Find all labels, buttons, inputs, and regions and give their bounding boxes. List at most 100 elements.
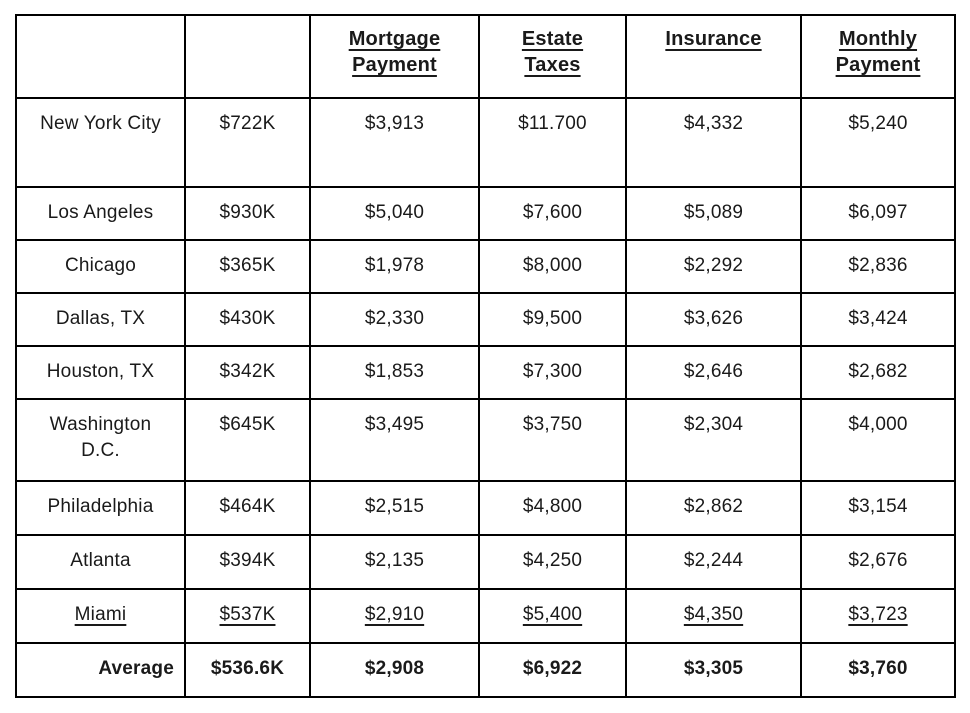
average-label-cell: Average bbox=[15, 642, 186, 698]
estate-taxes-cell: $6,922 bbox=[478, 642, 627, 698]
insurance-average: $3,305 bbox=[683, 658, 744, 679]
city-name: Atlanta bbox=[70, 550, 131, 571]
monthly-payment-value: $2,682 bbox=[848, 361, 908, 382]
header-cell-mortgage-payment: Mortgage Payment bbox=[309, 14, 480, 99]
insurance-value: $4,332 bbox=[683, 113, 744, 134]
average-label: Average bbox=[98, 658, 174, 679]
monthly-payment-value: $3,723 bbox=[848, 604, 908, 625]
header-insurance-label: Insurance bbox=[665, 28, 762, 50]
table-row-chicago: Chicago $365K $1,978 $8,000 $2,292 $2,83… bbox=[15, 239, 956, 294]
monthly-payment-cell: $3,424 bbox=[800, 292, 956, 347]
home-price-cell: $645K bbox=[184, 398, 311, 482]
city-cell: Atlanta bbox=[15, 534, 186, 590]
estate-taxes-value: $7,600 bbox=[522, 202, 583, 223]
insurance-cell: $2,304 bbox=[625, 398, 802, 482]
header-row: Mortgage Payment Estate Taxes Insurance … bbox=[15, 14, 956, 99]
estate-taxes-cell: $4,800 bbox=[478, 480, 627, 536]
table-row-average: Average $536.6K $2,908 $6,922 $3,305 $3,… bbox=[15, 642, 956, 698]
home-price-cell: $430K bbox=[184, 292, 311, 347]
home-price-cell: $537K bbox=[184, 588, 311, 644]
home-price-value: $464K bbox=[219, 496, 276, 517]
insurance-cell: $2,646 bbox=[625, 345, 802, 400]
header-mortgage-label: Mortgage Payment bbox=[348, 28, 441, 76]
insurance-cell: $4,350 bbox=[625, 588, 802, 644]
home-price-value: $930K bbox=[219, 202, 276, 223]
city-name: Los Angeles bbox=[47, 202, 154, 223]
insurance-value: $2,646 bbox=[683, 361, 744, 382]
table-row-houston-tx: Houston, TX $342K $1,853 $7,300 $2,646 $… bbox=[15, 345, 956, 400]
estate-taxes-value: $8,000 bbox=[522, 255, 583, 276]
city-cell: Houston, TX bbox=[15, 345, 186, 400]
estate-taxes-cell: $9,500 bbox=[478, 292, 627, 347]
mortgage-payment-value: $1,853 bbox=[364, 361, 425, 382]
insurance-value: $2,244 bbox=[683, 550, 744, 571]
table-row-atlanta: Atlanta $394K $2,135 $4,250 $2,244 $2,67… bbox=[15, 534, 956, 590]
mortgage-payment-value: $5,040 bbox=[364, 202, 425, 223]
home-price-value: $645K bbox=[219, 414, 276, 435]
home-price-cell: $536.6K bbox=[184, 642, 311, 698]
mortgage-payment-cell: $2,908 bbox=[309, 642, 480, 698]
mortgage-payment-cell: $2,135 bbox=[309, 534, 480, 590]
mortgage-payment-cell: $1,978 bbox=[309, 239, 480, 294]
table-row-miami: Miami $537K $2,910 $5,400 $4,350 $3,723 bbox=[15, 588, 956, 644]
insurance-value: $2,292 bbox=[683, 255, 744, 276]
monthly-payment-cell: $3,723 bbox=[800, 588, 956, 644]
table-row-washington-dc: Washington D.C. $645K $3,495 $3,750 $2,3… bbox=[15, 398, 956, 482]
monthly-payment-value: $5,240 bbox=[848, 113, 908, 134]
city-cell: Philadelphia bbox=[15, 480, 186, 536]
estate-taxes-cell: $7,300 bbox=[478, 345, 627, 400]
monthly-payment-value: $2,676 bbox=[848, 550, 908, 571]
home-price-cell: $394K bbox=[184, 534, 311, 590]
monthly-payment-cell: $3,760 bbox=[800, 642, 956, 698]
table-row-philadelphia: Philadelphia $464K $2,515 $4,800 $2,862 … bbox=[15, 480, 956, 536]
monthly-payment-value: $2,836 bbox=[848, 255, 908, 276]
estate-taxes-value: $7,300 bbox=[522, 361, 583, 382]
estate-taxes-cell: $5,400 bbox=[478, 588, 627, 644]
insurance-value: $3,626 bbox=[683, 308, 744, 329]
home-price-value: $430K bbox=[219, 308, 276, 329]
monthly-payment-average: $3,760 bbox=[848, 658, 908, 679]
monthly-payment-value: $3,154 bbox=[848, 496, 908, 517]
home-price-cell: $930K bbox=[184, 186, 311, 241]
estate-taxes-value: $3,750 bbox=[522, 414, 583, 435]
insurance-cell: $3,305 bbox=[625, 642, 802, 698]
estate-taxes-cell: $11.700 bbox=[478, 97, 627, 188]
monthly-payment-value: $4,000 bbox=[848, 414, 908, 435]
monthly-payment-cell: $2,676 bbox=[800, 534, 956, 590]
home-price-value: $342K bbox=[219, 361, 276, 382]
estate-taxes-cell: $8,000 bbox=[478, 239, 627, 294]
city-cell: Los Angeles bbox=[15, 186, 186, 241]
insurance-cell: $2,244 bbox=[625, 534, 802, 590]
city-cell: Chicago bbox=[15, 239, 186, 294]
city-cell: Dallas, TX bbox=[15, 292, 186, 347]
mortgage-payment-value: $3,495 bbox=[364, 414, 425, 435]
city-name: Philadelphia bbox=[47, 496, 154, 517]
mortgage-payment-value: $2,330 bbox=[364, 308, 425, 329]
table-row-dallas-tx: Dallas, TX $430K $2,330 $9,500 $3,626 $3… bbox=[15, 292, 956, 347]
insurance-cell: $2,292 bbox=[625, 239, 802, 294]
monthly-payment-cell: $4,000 bbox=[800, 398, 956, 482]
header-estate-label: Estate Taxes bbox=[521, 28, 584, 76]
mortgage-payment-value: $2,515 bbox=[364, 496, 425, 517]
city-name: Washington D.C. bbox=[49, 414, 152, 461]
mortgage-payment-cell: $5,040 bbox=[309, 186, 480, 241]
city-name: New York City bbox=[40, 113, 161, 134]
city-name: Dallas, TX bbox=[55, 308, 146, 329]
mortgage-payment-value: $2,135 bbox=[364, 550, 425, 571]
estate-taxes-value: $9,500 bbox=[522, 308, 583, 329]
housing-costs-table: Mortgage Payment Estate Taxes Insurance … bbox=[15, 14, 956, 698]
city-cell: Miami bbox=[15, 588, 186, 644]
estate-taxes-cell: $4,250 bbox=[478, 534, 627, 590]
estate-taxes-value: $5,400 bbox=[522, 604, 583, 625]
home-price-cell: $464K bbox=[184, 480, 311, 536]
home-price-cell: $342K bbox=[184, 345, 311, 400]
monthly-payment-value: $3,424 bbox=[848, 308, 908, 329]
insurance-cell: $3,626 bbox=[625, 292, 802, 347]
estate-taxes-average: $6,922 bbox=[522, 658, 583, 679]
insurance-cell: $4,332 bbox=[625, 97, 802, 188]
mortgage-payment-cell: $2,330 bbox=[309, 292, 480, 347]
monthly-payment-cell: $5,240 bbox=[800, 97, 956, 188]
header-cell-price bbox=[184, 14, 311, 99]
home-price-value: $394K bbox=[219, 550, 276, 571]
